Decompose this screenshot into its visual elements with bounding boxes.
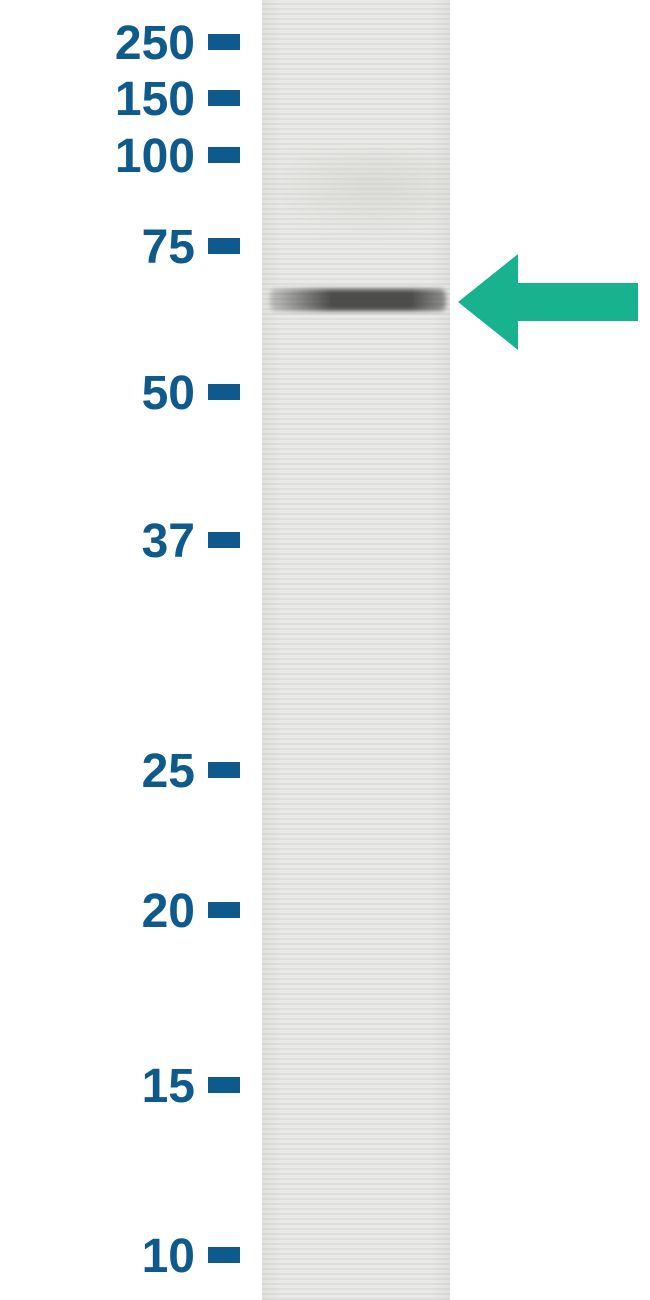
mw-tick-37	[208, 532, 240, 548]
mw-label-10: 10	[25, 1229, 195, 1284]
mw-label-20: 20	[25, 884, 195, 939]
mw-label-15: 15	[25, 1059, 195, 1114]
blot-figure: 250150100 75 50 37 25 20 15 10	[0, 0, 650, 1300]
mw-label-250: 250	[25, 16, 195, 71]
mw-label-37: 37	[25, 514, 195, 569]
mw-tick-100	[208, 147, 240, 163]
mw-label-100: 100	[25, 129, 195, 184]
mw-label-75: 75	[25, 220, 195, 275]
mw-label-50: 50	[25, 366, 195, 421]
blot-lane	[262, 0, 450, 1300]
mw-tick-250	[208, 34, 240, 50]
mw-tick-20	[208, 902, 240, 918]
band-arrow	[458, 254, 638, 350]
mw-tick-10	[208, 1247, 240, 1263]
lane-smudge	[262, 150, 450, 240]
arrow-icon	[458, 254, 638, 350]
protein-band	[270, 289, 446, 311]
mw-tick-15	[208, 1077, 240, 1093]
mw-tick-150	[208, 90, 240, 106]
mw-tick-50	[208, 384, 240, 400]
mw-label-25: 25	[25, 744, 195, 799]
mw-tick-25	[208, 762, 240, 778]
mw-label-150: 150	[25, 72, 195, 127]
mw-tick-75	[208, 238, 240, 254]
